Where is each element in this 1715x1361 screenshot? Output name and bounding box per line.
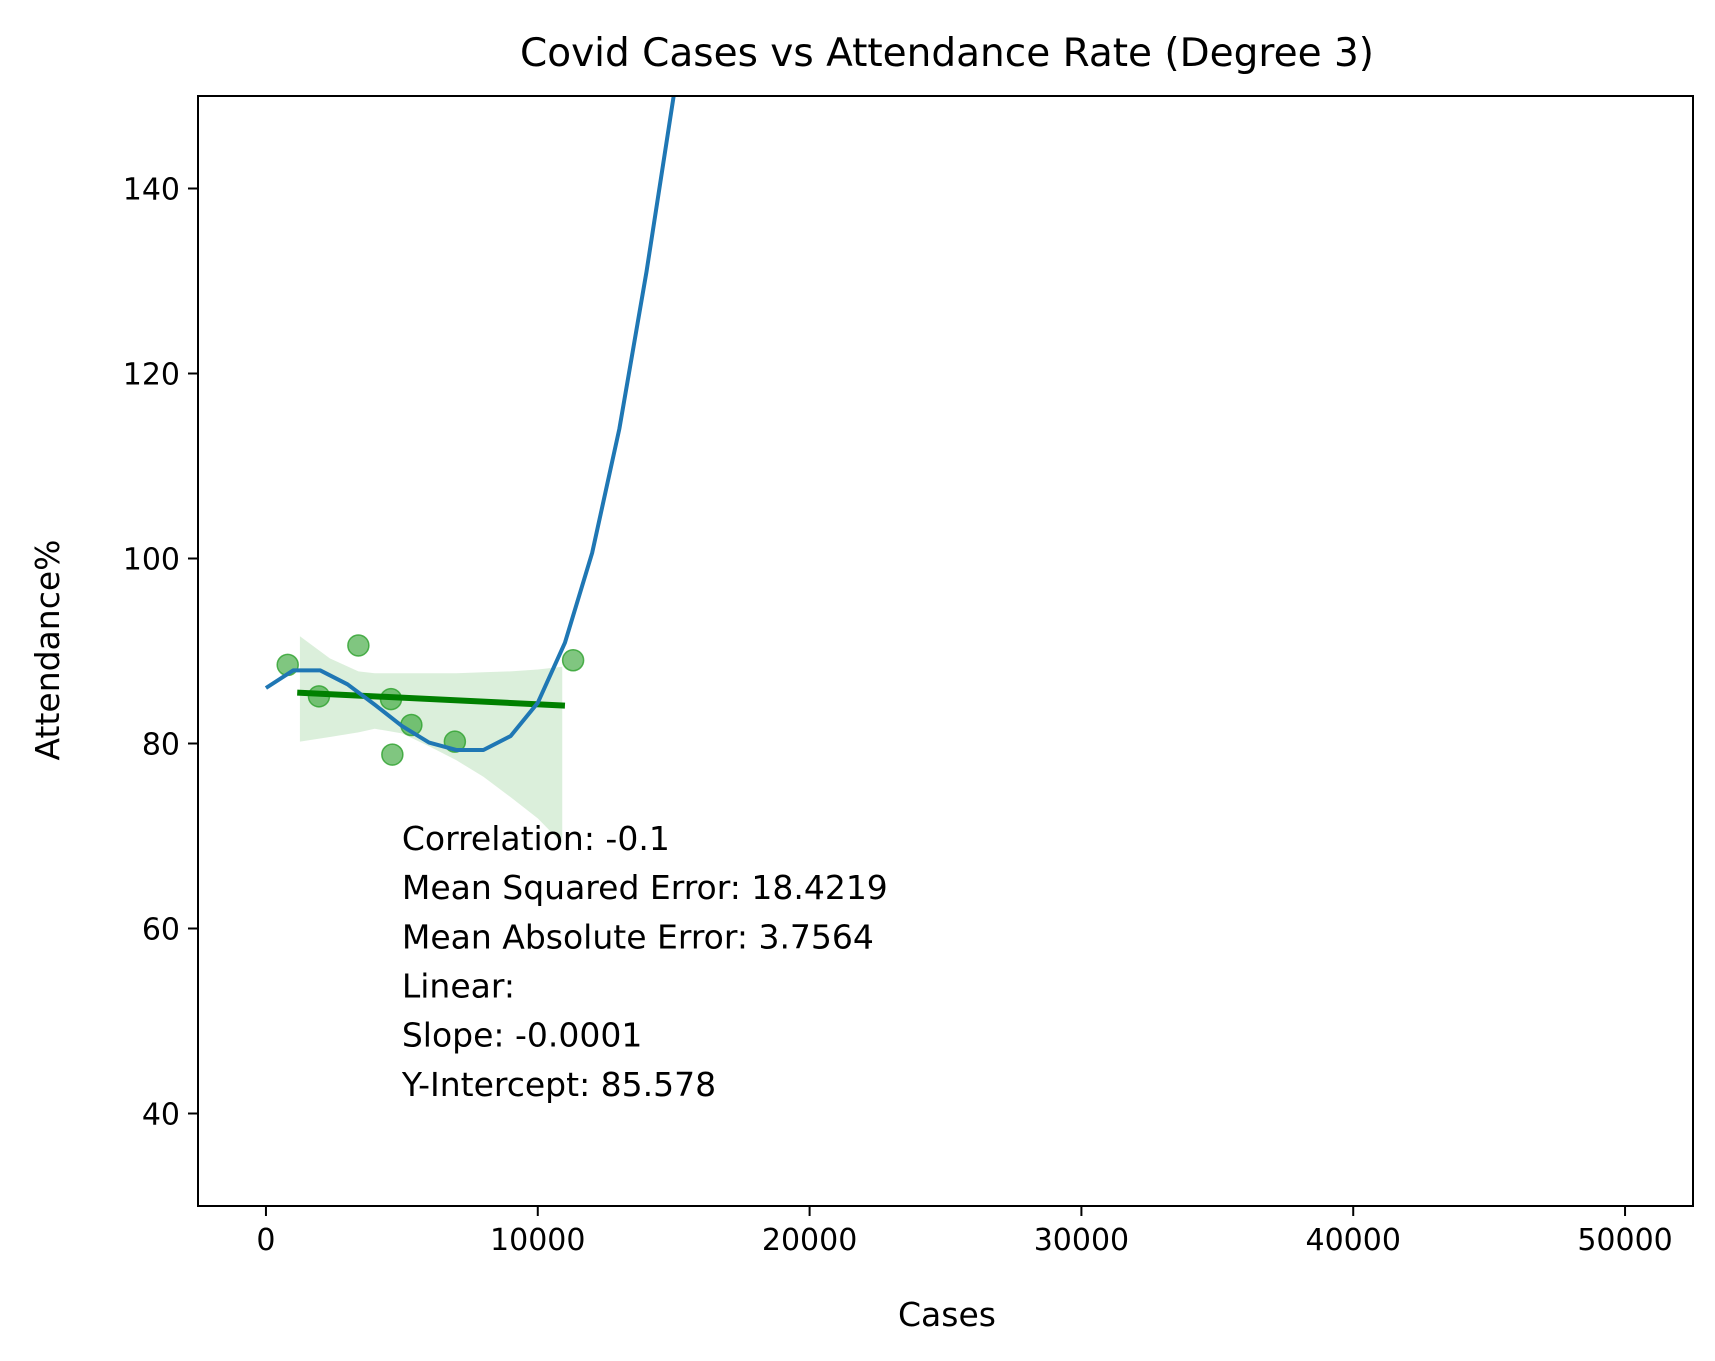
y-tick-label: 60	[142, 913, 180, 948]
stats-line: Slope: -0.0001	[402, 1016, 643, 1055]
x-tick-label: 10000	[490, 1223, 585, 1258]
stats-line: Correlation: -0.1	[402, 819, 670, 858]
x-tick-label: 40000	[1306, 1223, 1401, 1258]
stats-annotation: Correlation: -0.1 Mean Squared Error: 18.…	[401, 819, 888, 1104]
linear-fit-line	[297, 689, 566, 709]
x-tick-label: 30000	[1034, 1223, 1129, 1258]
marks-layer	[264, 96, 676, 844]
ticks-layer: 0 10000 20000 30000 40000 50000 40 60 80 100 120 14…	[123, 173, 1673, 1259]
stats-line: Mean Absolute Error: 3.7564	[402, 917, 874, 956]
y-tick-label: 140	[123, 173, 180, 208]
axes-frame	[197, 95, 1694, 1207]
y-axis-label: Attendance%	[28, 540, 67, 761]
scatter-point	[561, 649, 585, 672]
poly-fit-line	[264, 96, 676, 752]
confidence-band	[299, 636, 563, 844]
x-tick-label: 0	[256, 1223, 275, 1258]
stats-line: Mean Squared Error: 18.4219	[402, 868, 888, 907]
scatter-point	[381, 743, 404, 766]
stats-line: Y-Intercept: 85.578	[401, 1065, 716, 1104]
y-tick-label: 100	[123, 543, 180, 578]
stats-line: Linear:	[402, 966, 515, 1005]
x-axis-label: Cases	[898, 1295, 996, 1334]
x-tick-label: 20000	[762, 1223, 857, 1258]
chart-title: Covid Cases vs Attendance Rate (Degree 3…	[520, 31, 1374, 76]
x-tick-label: 50000	[1577, 1223, 1672, 1258]
y-tick-label: 120	[123, 358, 180, 393]
scatter-point	[347, 634, 370, 657]
y-tick-label: 80	[142, 728, 180, 763]
y-tick-label: 40	[142, 1098, 180, 1133]
